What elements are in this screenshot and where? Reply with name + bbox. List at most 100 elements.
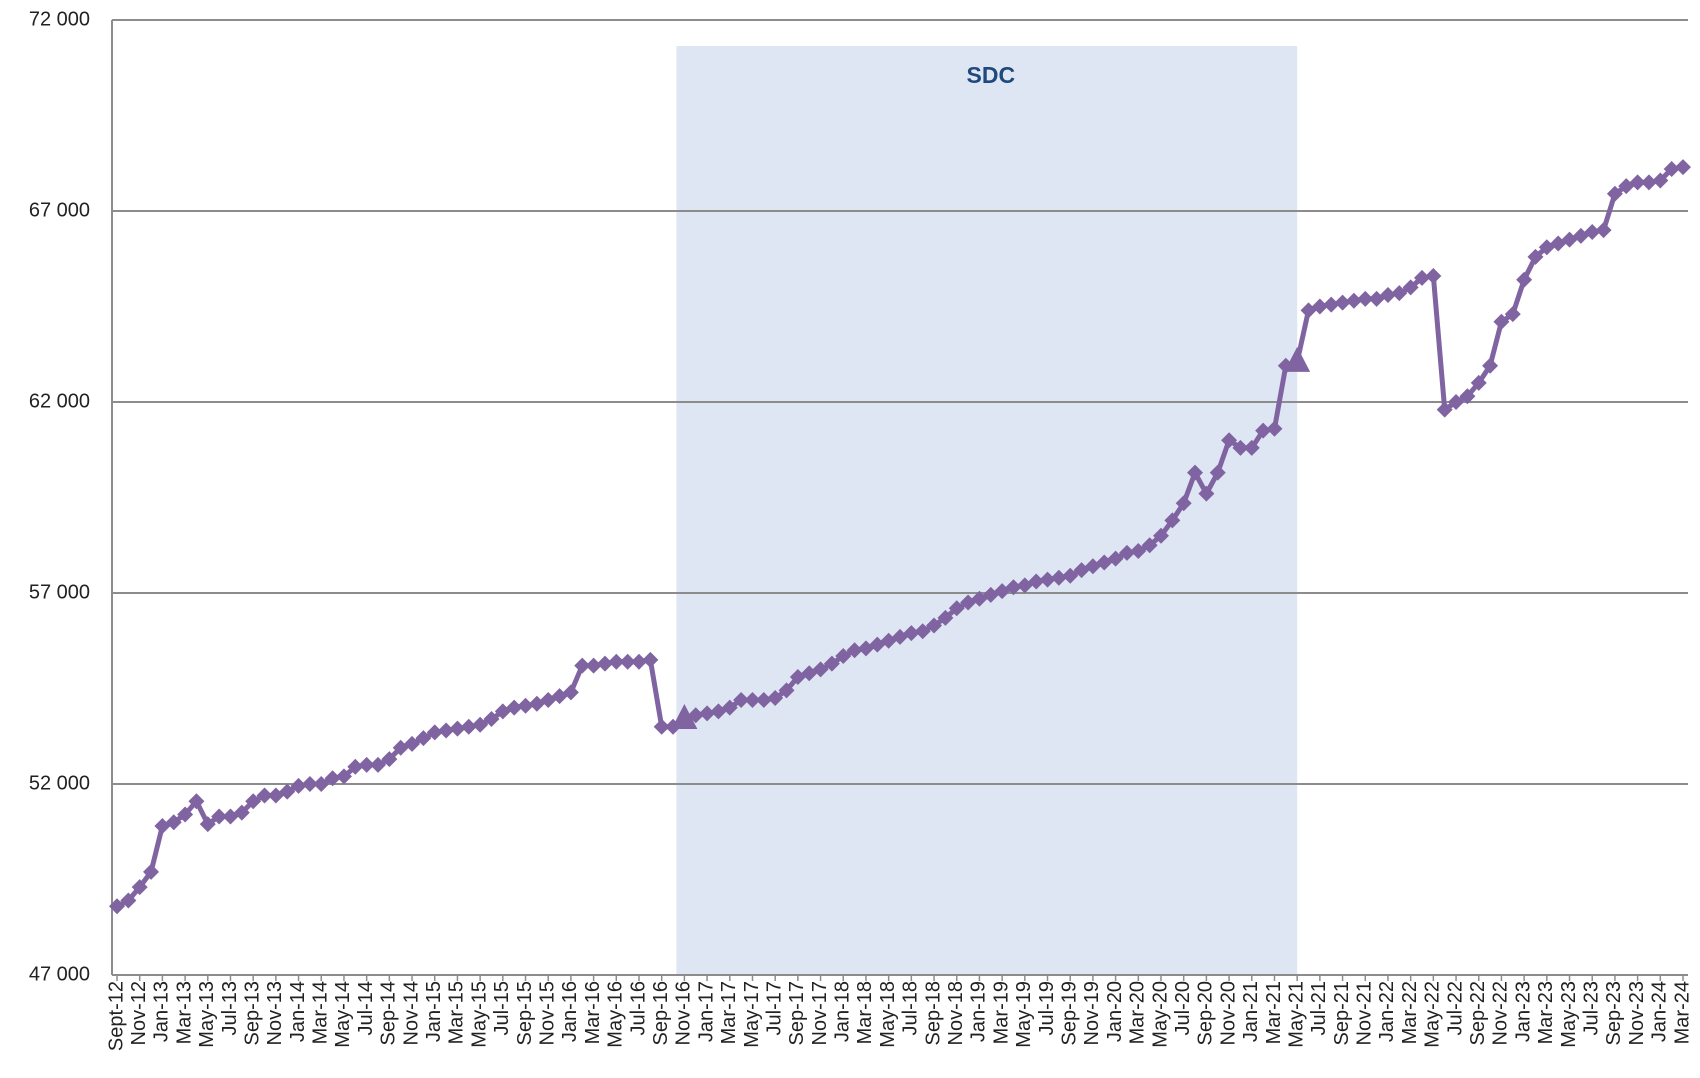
x-tick-label: Mar-17	[718, 981, 740, 1044]
marker	[165, 814, 182, 831]
marker	[143, 863, 160, 880]
marker	[1050, 569, 1067, 586]
x-tick-label: May-19	[1013, 981, 1035, 1048]
marker	[1221, 432, 1238, 449]
x-tick-label: Mar-18	[854, 981, 876, 1044]
x-tick-label: Jan-21	[1240, 981, 1262, 1042]
marker	[1459, 388, 1476, 405]
marker	[1663, 160, 1680, 177]
x-tick-label: Jan-18	[832, 981, 854, 1042]
marker	[733, 691, 750, 708]
x-tick-label: Jan-14	[287, 981, 309, 1042]
x-tick-label: Jul-20	[1172, 981, 1194, 1035]
x-tick-label: Nov-19	[1081, 981, 1103, 1045]
marker	[585, 657, 602, 674]
x-tick-label: Nov-22	[1490, 981, 1512, 1045]
marker	[1028, 573, 1045, 590]
marker	[1187, 464, 1204, 481]
marker	[313, 776, 330, 792]
region-label: SDC	[967, 62, 1016, 88]
marker	[812, 661, 829, 678]
x-tick-label: Mar-24	[1671, 981, 1693, 1044]
x-tick-label: Sept-12	[105, 981, 127, 1051]
marker	[687, 707, 704, 724]
marker	[1039, 571, 1056, 588]
marker	[619, 653, 636, 670]
x-tick-label: Jul-22	[1444, 981, 1466, 1035]
marker	[1448, 394, 1465, 410]
triangle-marker	[1284, 346, 1311, 372]
triangle-marker	[671, 704, 698, 730]
x-tick-label: Nov-13	[264, 981, 286, 1045]
x-tick-label: May-22	[1422, 981, 1444, 1048]
marker	[1232, 439, 1249, 456]
marker	[301, 776, 318, 792]
x-tick-label: Jul-17	[763, 981, 785, 1035]
x-tick-label: Jan-20	[1104, 981, 1126, 1042]
marker	[426, 724, 443, 741]
x-tick-label: Sep-20	[1195, 981, 1217, 1046]
marker	[1243, 439, 1260, 456]
marker	[1130, 542, 1147, 559]
x-tick-label: Mar-14	[310, 981, 332, 1044]
x-tick-label: Jan-13	[151, 981, 173, 1042]
y-tick-label: 57 000	[29, 581, 90, 603]
marker	[1255, 422, 1272, 439]
marker	[767, 690, 784, 707]
marker	[1606, 185, 1623, 202]
x-tick-label: Mar-13	[173, 981, 195, 1044]
x-tick-label: Sep-18	[922, 981, 944, 1046]
x-tick-label: Jul-16	[627, 981, 649, 1035]
marker	[1198, 485, 1215, 502]
marker	[381, 751, 398, 768]
marker	[199, 816, 216, 833]
x-tick-label: Jul-21	[1308, 981, 1330, 1035]
x-tick-label: Nov-14	[400, 981, 422, 1045]
marker	[1629, 174, 1646, 191]
x-tick-label: May-18	[877, 981, 899, 1048]
marker	[335, 768, 352, 785]
marker	[1652, 172, 1669, 189]
marker	[1504, 306, 1521, 323]
marker	[245, 793, 262, 810]
marker	[1357, 290, 1374, 307]
marker	[744, 691, 761, 708]
x-tick-label: Mar-19	[990, 981, 1012, 1044]
x-tick-label: Sep-21	[1331, 981, 1353, 1046]
marker	[1584, 224, 1601, 241]
x-tick-label: Nov-12	[128, 981, 150, 1045]
marker	[835, 648, 852, 665]
x-tick-label: Jul-19	[1036, 981, 1058, 1035]
marker	[1323, 296, 1340, 313]
marker	[914, 623, 931, 640]
marker	[1482, 357, 1499, 374]
marker	[1640, 174, 1657, 191]
y-tick-label: 72 000	[29, 8, 90, 30]
marker	[483, 711, 500, 728]
marker	[642, 651, 659, 668]
x-tick-label: Nov-17	[809, 981, 831, 1045]
x-tick-label: May-14	[332, 981, 354, 1048]
y-tick-label: 62 000	[29, 390, 90, 412]
marker	[1470, 374, 1487, 391]
marker	[370, 756, 386, 773]
marker	[233, 804, 250, 821]
marker	[1493, 313, 1510, 330]
marker	[177, 806, 194, 823]
marker	[347, 758, 364, 775]
y-tick-label: 47 000	[29, 963, 90, 985]
marker	[846, 642, 863, 659]
marker	[1062, 567, 1079, 584]
marker	[460, 718, 477, 735]
x-tick-label: May-20	[1149, 981, 1171, 1048]
x-tick-label: Nov-23	[1626, 981, 1648, 1045]
x-tick-label: Jul-18	[900, 981, 922, 1035]
marker	[1164, 512, 1181, 529]
x-tick-label: Sep-16	[650, 981, 672, 1046]
marker	[290, 777, 307, 794]
marker	[1153, 527, 1169, 544]
x-tick-label: Jan-24	[1649, 981, 1671, 1042]
marker	[358, 756, 375, 773]
marker	[120, 892, 137, 909]
